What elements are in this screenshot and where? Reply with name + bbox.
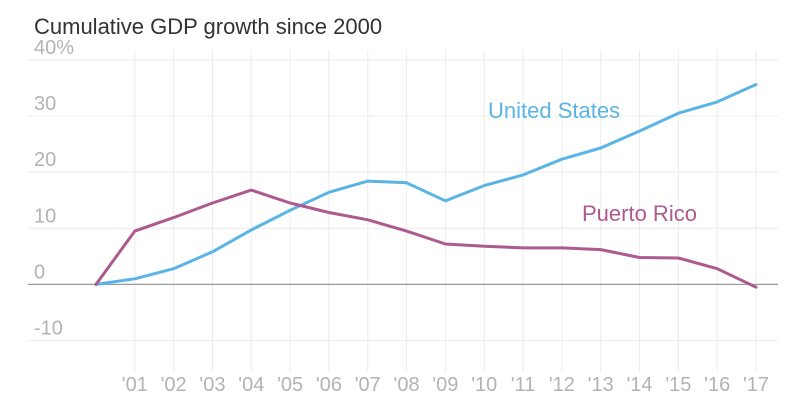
y-tick-label: 40% [34,37,74,59]
x-tick-label: '16 [704,374,730,396]
x-tick-label: '03 [199,374,225,396]
x-tick-label: '07 [355,374,381,396]
series-line-united-states [94,83,758,286]
x-tick-label: '09 [432,374,458,396]
x-tick-label: '04 [238,374,264,396]
x-tick-label: '17 [743,374,769,396]
series-label-puerto-rico: Puerto Rico [582,201,697,226]
x-tick-label: '14 [626,374,652,396]
x-tick-label: '06 [316,374,342,396]
y-tick-label: 20 [34,149,56,171]
x-tick-label: '13 [588,374,614,396]
x-tick-label: '08 [394,374,420,396]
series-line-puerto-rico [94,188,758,289]
y-tick-label: 10 [34,205,56,227]
x-tick-label: '05 [277,374,303,396]
y-tick-label: 0 [34,261,45,283]
x-tick-label: '15 [665,374,691,396]
x-tick-label: '02 [161,374,187,396]
x-tick-label: '01 [122,374,148,396]
series-label-united-states: United States [488,98,620,123]
x-tick-label: '10 [471,374,497,396]
x-tick-label: '12 [549,374,575,396]
chart-title: Cumulative GDP growth since 2000 [34,14,383,39]
y-tick-label: -10 [34,318,63,340]
x-tick-label: '11 [511,374,536,396]
y-tick-label: 30 [34,93,56,115]
